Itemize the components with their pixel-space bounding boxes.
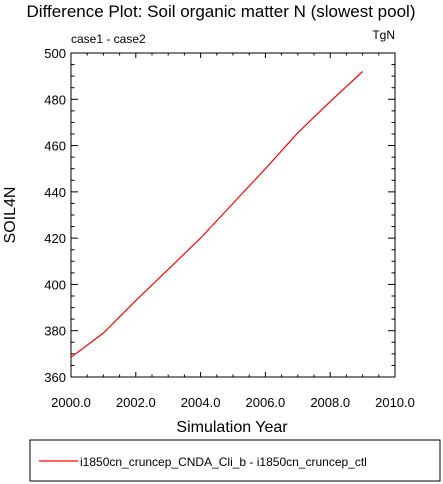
y-tick-label: 360 — [44, 370, 66, 385]
x-tick-label: 2002.0 — [116, 395, 156, 410]
x-tick-label: 2000.0 — [51, 395, 91, 410]
y-tick-label: 460 — [44, 139, 66, 154]
y-tick-label: 480 — [44, 92, 66, 107]
y-tick-label: 500 — [44, 46, 66, 61]
y-tick-label: 400 — [44, 277, 66, 292]
plot-area — [70, 52, 396, 378]
y-axis-label: SOIL4N — [2, 187, 19, 244]
legend: i1850cn_cruncep_CNDA_Cli_b - i1850cn_cru… — [29, 439, 441, 482]
legend-box — [29, 439, 441, 482]
y-tick-label: 420 — [44, 231, 66, 246]
series-line — [70, 71, 364, 358]
x-tick-label: 2010.0 — [375, 395, 415, 410]
y-tick-label: 380 — [44, 324, 66, 339]
legend-label: i1850cn_cruncep_CNDA_Cli_b - i1850cn_cru… — [80, 455, 367, 469]
y-axis-ticks: 360 380 400 420 440 460 480 500 — [44, 46, 395, 385]
x-axis-ticks: 2000.0 2002.0 2004.0 2006.0 2008.0 2010.0 — [51, 53, 415, 410]
chart-subtitle-right: TgN — [372, 28, 395, 42]
chart-title: Difference Plot: Soil organic matter N (… — [27, 2, 416, 21]
series-layer — [70, 71, 364, 358]
x-tick-label: 2008.0 — [310, 395, 350, 410]
x-tick-label: 2004.0 — [181, 395, 221, 410]
y-tick-label: 440 — [44, 185, 66, 200]
x-axis-label: Simulation Year — [176, 419, 288, 436]
x-tick-label: 2006.0 — [246, 395, 286, 410]
chart-subtitle-left: case1 - case2 — [71, 32, 146, 46]
